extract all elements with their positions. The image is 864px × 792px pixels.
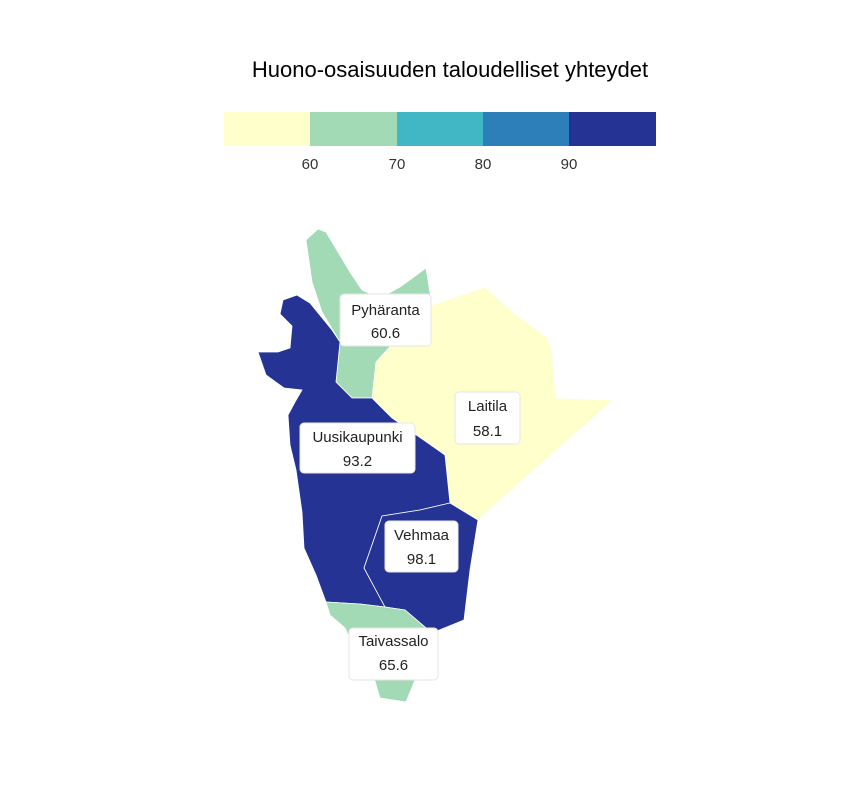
region-label-pyharanta: Pyhäranta 60.6 [339, 293, 432, 347]
legend-tick-90: 90 [561, 156, 578, 173]
region-value: 65.6 [379, 657, 408, 674]
legend-swatch-1 [224, 112, 311, 146]
region-name: Pyhäranta [351, 302, 420, 319]
region-value: 60.6 [371, 325, 400, 342]
label-box [339, 293, 432, 347]
legend-swatch-4 [483, 112, 570, 146]
label-box [384, 520, 459, 573]
legend-tick-80: 80 [475, 156, 492, 173]
legend-swatch-2 [310, 112, 397, 146]
region-value: 58.1 [473, 423, 502, 440]
legend-swatch-5 [569, 112, 656, 146]
region-value: 98.1 [407, 551, 436, 568]
label-box [348, 627, 439, 681]
region-label-laitila: Laitila 58.1 [454, 391, 521, 445]
region-value: 93.2 [343, 453, 372, 470]
region-label-vehmaa: Vehmaa 98.1 [384, 520, 459, 573]
region-name: Vehmaa [394, 527, 450, 544]
region-name: Laitila [468, 398, 508, 415]
color-legend: 60 70 80 90 [224, 112, 656, 173]
legend-swatch-3 [397, 112, 484, 146]
label-box [299, 422, 416, 474]
legend-tick-60: 60 [302, 156, 319, 173]
legend-tick-70: 70 [389, 156, 406, 173]
region-label-uusikaupunki: Uusikaupunki 93.2 [299, 422, 416, 474]
label-box [454, 391, 521, 445]
region-label-taivassalo: Taivassalo 65.6 [348, 627, 439, 681]
region-name: Taivassalo [358, 633, 428, 650]
map-title: Huono-osaisuuden taloudelliset yhteydet [252, 57, 648, 82]
region-name: Uusikaupunki [312, 429, 402, 446]
